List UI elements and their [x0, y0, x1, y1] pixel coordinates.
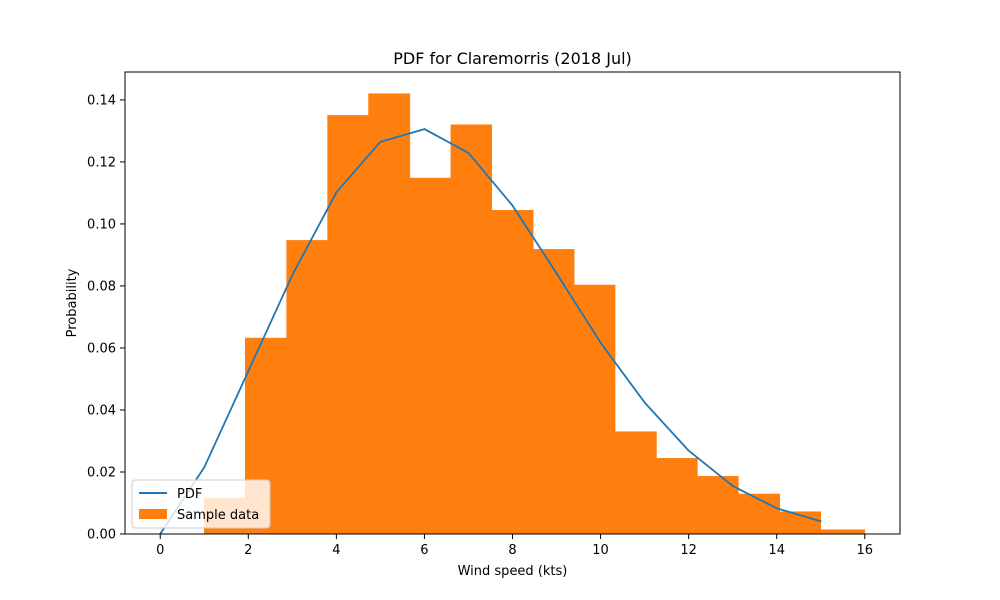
histogram-bar-9	[573, 284, 616, 535]
x-tick-label-5: 10	[592, 543, 609, 558]
pdf-point-15	[819, 520, 822, 523]
legend-label-sample-data: Sample data	[177, 508, 259, 523]
pdf-point-7	[467, 152, 470, 154]
x-tick-label-1: 2	[244, 543, 252, 558]
pdf-point-10	[599, 341, 602, 344]
y-axis-label: Probability	[65, 268, 80, 337]
histogram-bar-11	[656, 458, 698, 535]
pdf-point-2	[247, 370, 250, 373]
x-tick-label-7: 14	[768, 543, 785, 558]
histogram-bar-10	[614, 431, 657, 535]
x-tick-label-6: 12	[680, 543, 697, 558]
y-tick-label-4: 0.08	[87, 279, 116, 294]
y-tick-label-5: 0.10	[87, 217, 116, 232]
legend-bar-swatch	[139, 509, 167, 519]
y-tick-label-6: 0.12	[87, 155, 116, 170]
pdf-point-9	[555, 272, 558, 275]
chart-title: PDF for Claremorris (2018 Jul)	[393, 49, 632, 68]
pdf-point-4	[335, 191, 338, 194]
pdf-point-13	[731, 485, 734, 487]
pdf-point-3	[291, 274, 294, 276]
histogram-bar-5	[409, 177, 452, 535]
pdf-line-layer	[159, 128, 822, 535]
pdf-point-11	[643, 401, 646, 404]
x-axis-ticks: 0 2 4 6 8 10 12 14 16	[156, 534, 873, 558]
histogram-bar-4	[368, 93, 411, 535]
x-tick-label-3: 6	[420, 543, 428, 558]
legend: PDF Sample data	[131, 479, 271, 529]
pdf-point-8	[511, 204, 514, 207]
histogram-bar-6	[450, 124, 493, 535]
x-tick-label-4: 8	[508, 543, 516, 558]
histogram-bar-2	[286, 240, 328, 535]
y-tick-label-3: 0.06	[87, 341, 116, 356]
x-tick-label-8: 16	[856, 543, 873, 558]
y-tick-label-1: 0.02	[87, 465, 116, 480]
y-axis-ticks: 0.00 0.02 0.04 0.06 0.08 0.10 0.12 0.14	[87, 93, 125, 543]
pdf-point-6	[423, 128, 426, 130]
histogram-bar-3	[327, 115, 369, 535]
histogram-bar-13	[738, 493, 781, 535]
x-tick-label-0: 0	[156, 543, 164, 558]
y-tick-label-0: 0.00	[87, 528, 116, 543]
y-tick-label-2: 0.04	[87, 403, 116, 418]
x-tick-label-2: 4	[332, 543, 340, 558]
x-axis-label: Wind speed (kts)	[458, 564, 568, 579]
pdf-point-14	[775, 507, 778, 510]
pdf-line	[159, 128, 821, 535]
y-tick-label-7: 0.14	[87, 93, 116, 108]
pdf-point-12	[687, 449, 690, 452]
legend-label-pdf: PDF	[177, 487, 202, 502]
pdf-point-1	[203, 466, 206, 469]
histogram-bar-15	[820, 529, 866, 535]
histogram-bar-7	[491, 210, 534, 535]
pdf-point-5	[379, 140, 382, 143]
